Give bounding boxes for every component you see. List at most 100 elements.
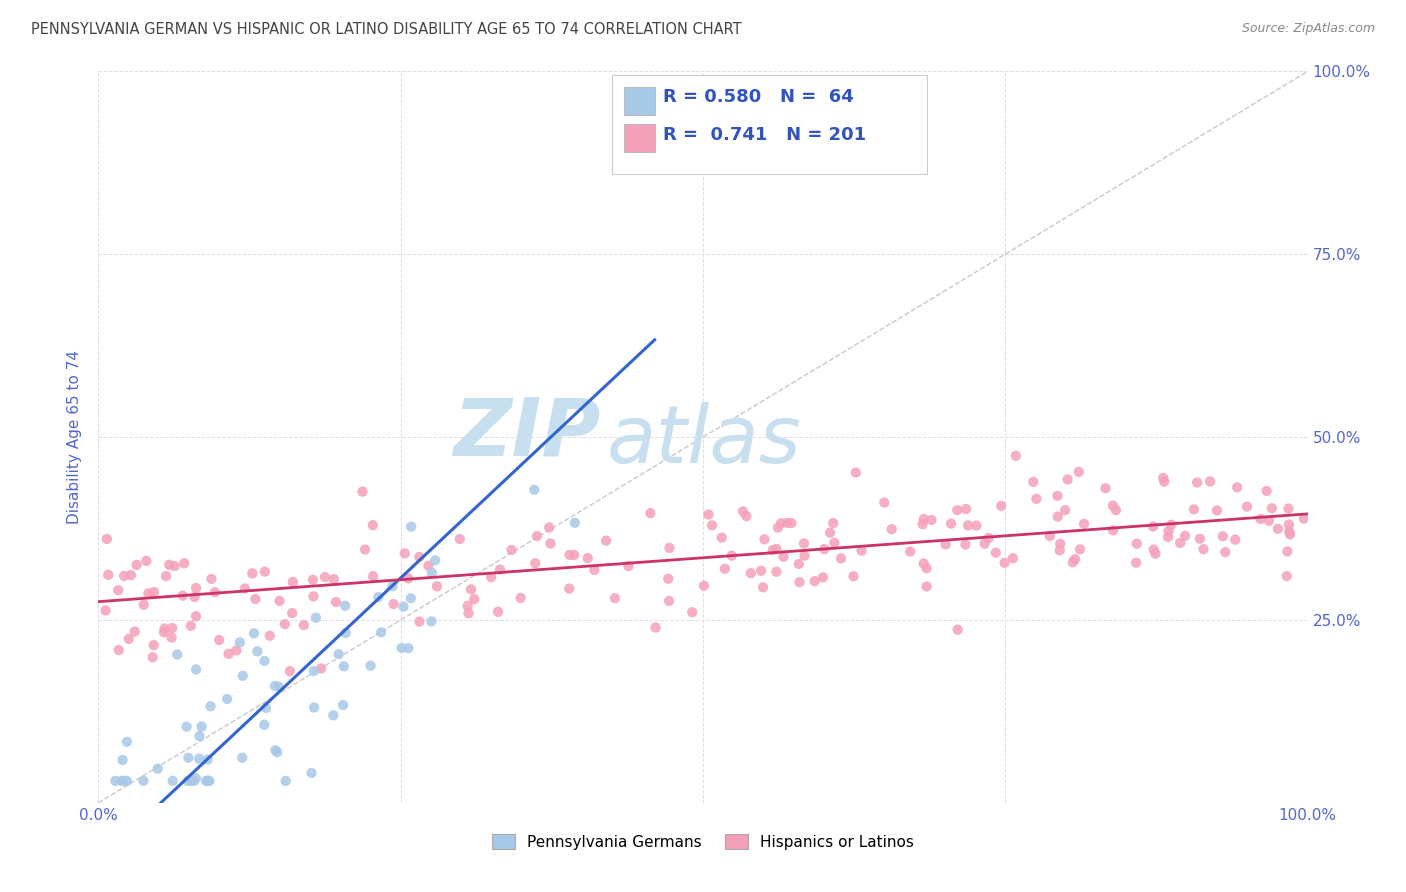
Point [245,592,267,607]
Point [710,531,733,545]
Point [394,546,416,560]
Point [1168,536,1191,550]
Point [246,644,269,658]
Point [658,594,681,608]
Point [335,626,357,640]
Point [1144,547,1167,561]
Point [965,518,987,533]
Point [259,629,281,643]
Point [360,658,382,673]
Point [292,618,315,632]
Point [1054,503,1077,517]
Point [176,720,198,734]
Point [1213,545,1236,559]
Point [184,609,207,624]
Point [749,564,772,578]
Point [229,635,252,649]
Point [457,606,479,620]
Point [426,579,449,593]
Point [1225,533,1247,547]
Point [524,557,547,571]
Point [267,680,290,694]
Point [1188,532,1211,546]
Y-axis label: Disability Age 65 to 74: Disability Age 65 to 74 [67,350,83,524]
Point [657,572,679,586]
Point [538,520,561,534]
Point [1046,509,1069,524]
Point [617,558,640,573]
Point [1001,551,1024,566]
Point [233,582,256,596]
Point [190,719,212,733]
Point [135,554,157,568]
Point [274,773,297,788]
Point [153,625,176,640]
Point [830,551,852,566]
Point [697,508,720,522]
Point [162,773,184,788]
Point [111,773,134,788]
Point [163,559,186,574]
Point [957,518,980,533]
Point [392,599,415,614]
Point [1275,569,1298,583]
Point [720,549,742,563]
Point [789,575,811,590]
Point [264,679,287,693]
Point [920,513,942,527]
Point [333,599,356,613]
Point [183,590,205,604]
Point [562,548,585,562]
Point [408,615,430,629]
Point [132,598,155,612]
Point [1049,537,1071,551]
Point [501,543,523,558]
Bar [624,87,655,115]
Point [595,533,617,548]
Point [693,579,716,593]
Point [120,568,142,582]
Point [243,626,266,640]
Point [231,750,253,764]
Point [142,650,165,665]
Point [523,483,546,497]
Point [1199,475,1222,489]
Point [180,619,202,633]
Point [1022,475,1045,489]
Point [218,647,240,661]
Point [254,701,277,715]
Point [1142,519,1164,533]
Point [845,466,868,480]
Point [253,654,276,668]
Point [977,531,1000,545]
Point [939,516,962,531]
Point [1094,481,1116,495]
Point [112,569,135,583]
Point [173,556,195,570]
Point [880,522,903,536]
Point [776,516,799,530]
Point [1073,516,1095,531]
Point [813,542,835,557]
Point [240,566,263,581]
Point [266,745,288,759]
Point [399,519,422,533]
Point [396,641,419,656]
Point [793,536,815,550]
Point [302,573,325,587]
Legend: Pennsylvania Germans, Hispanics or Latinos: Pennsylvania Germans, Hispanics or Latin… [485,826,921,857]
Point [915,561,938,575]
Point [420,566,443,580]
Point [1064,552,1087,566]
Point [486,605,509,619]
Point [332,698,354,712]
Point [984,546,1007,560]
Point [253,718,276,732]
Point [188,752,211,766]
Point [425,553,447,567]
Point [1069,542,1091,557]
Point [111,773,134,788]
Point [157,558,180,572]
Point [302,590,325,604]
Point [232,669,254,683]
